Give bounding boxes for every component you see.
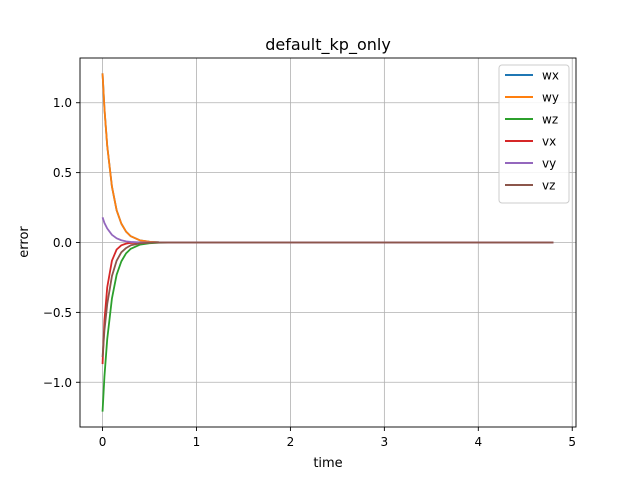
y-tick-label: −1.0 <box>43 376 72 390</box>
x-tick-label: 1 <box>193 435 201 449</box>
series-line-vz <box>101 241 554 358</box>
y-tick-label: 0.0 <box>53 236 72 250</box>
legend-label-wx: wx <box>542 69 559 83</box>
y-tick-label: 0.5 <box>53 166 72 180</box>
x-tick-label: 4 <box>474 435 482 449</box>
legend-label-wy: wy <box>542 91 559 105</box>
y-axis-label: error <box>17 226 32 258</box>
legend-label-wz: wz <box>542 113 558 127</box>
y-tick-label: 1.0 <box>53 96 72 110</box>
legend-label-vx: vx <box>542 135 556 149</box>
legend-label-vy: vy <box>542 157 556 171</box>
chart-title: default_kp_only <box>265 35 391 55</box>
x-tick-label: 0 <box>99 435 107 449</box>
x-tick-label: 5 <box>568 435 576 449</box>
series-layer <box>101 73 554 412</box>
x-tick-label: 2 <box>287 435 295 449</box>
axes-layer: 0 1 2 3 4 5 −1.0 −0.5 0.0 0.5 1.0 <box>43 57 577 449</box>
x-axis-label: time <box>313 456 342 471</box>
y-tick-label: −0.5 <box>43 306 72 320</box>
x-tick-label: 3 <box>381 435 389 449</box>
legend-label-vz: vz <box>542 179 555 193</box>
legend: wx wy wz vx vy vz <box>498 64 570 204</box>
legend-box <box>498 64 570 204</box>
